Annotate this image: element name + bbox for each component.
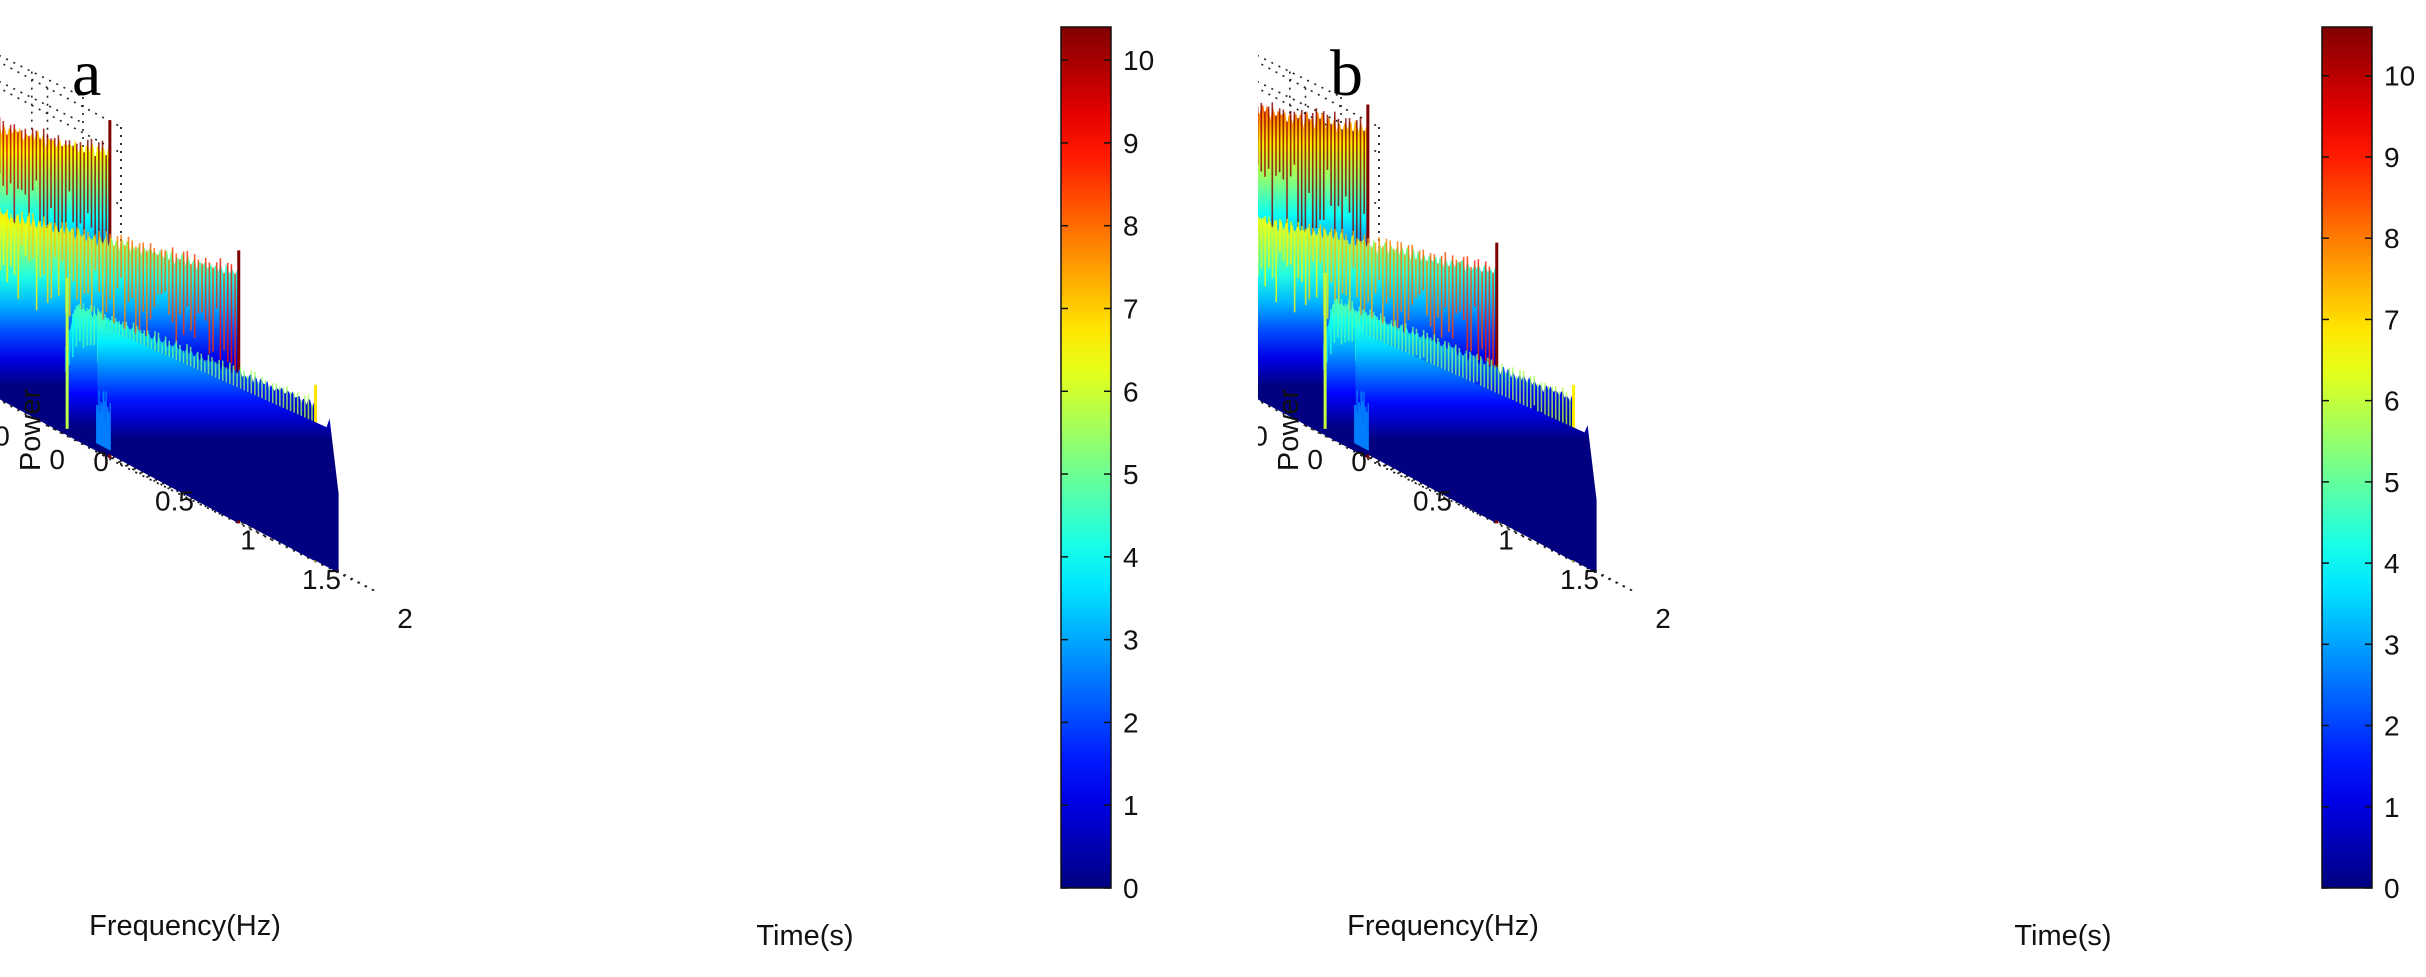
chart-panel-b: 024681012010020030040050000.511.52PowerF… [1258, 0, 2426, 977]
surface-plot-a: 024681012010020030040050000.511.52PowerF… [0, 26, 1154, 952]
panel-letter: a [72, 37, 101, 110]
colorbar-tick-label: 10 [2384, 61, 2415, 92]
colorbar-tick-label: 6 [1123, 376, 1139, 407]
colorbar-tick-label: 8 [1123, 211, 1139, 242]
time-tick-label: 1.5 [1560, 564, 1599, 595]
time-tick-label: 1 [240, 525, 256, 556]
time-tick-label: 0.5 [155, 485, 194, 516]
colorbar-gradient [1060, 26, 1112, 889]
frequency-tick-label: 0 [49, 444, 65, 475]
colorbar-tick-label: 7 [2384, 304, 2400, 335]
time-tick-label: 1.5 [302, 564, 341, 595]
colorbar: 0 1 2 3 4 5 6 7 8 9 10 [1060, 26, 1154, 904]
colorbar-gradient [2321, 26, 2373, 889]
time-axis-title: Time(s) [756, 920, 853, 952]
colorbar-tick-label: 10 [1123, 45, 1154, 76]
colorbar-tick-label: 4 [1123, 542, 1139, 573]
ridge-component-3 [1322, 272, 1597, 573]
panel-letter: b [1330, 37, 1363, 110]
time-axis-title: Time(s) [2014, 920, 2111, 952]
ridge-plateau [1355, 312, 1597, 573]
frequency-tick-label: 100 [0, 421, 10, 452]
colorbar-tick-label: 5 [2384, 467, 2400, 498]
colorbar-tick-label: 8 [2384, 223, 2400, 254]
colorbar-tick-label: 0 [2384, 873, 2400, 904]
time-tick-label: 0.5 [1413, 485, 1452, 516]
frequency-axis-title: Frequency(Hz) [89, 910, 281, 942]
frequency-tick-label: 100 [1258, 421, 1268, 452]
time-tick-label: 2 [397, 603, 413, 634]
ridge-plateau [97, 306, 339, 573]
surface-plot-b: 024681012010020030040050000.511.52PowerF… [1258, 26, 2415, 952]
frequency-axis-title: Frequency(Hz) [1347, 910, 1539, 942]
colorbar-tick-label: 9 [1123, 128, 1139, 159]
colorbar-tick-label: 1 [1123, 790, 1139, 821]
colorbar-tick-label: 7 [1123, 293, 1139, 324]
colorbar-tick-label: 2 [1123, 707, 1139, 738]
colorbar-tick-label: 0 [1123, 873, 1139, 904]
colorbar-tick-label: 3 [2384, 629, 2400, 660]
power-axis-title: Power [15, 389, 47, 472]
colorbar-tick-label: 1 [2384, 792, 2400, 823]
colorbar-tick-label: 4 [2384, 548, 2400, 579]
time-tick-label: 1 [1498, 525, 1514, 556]
time-tick-label: 0 [93, 446, 109, 477]
power-axis-title: Power [1273, 389, 1305, 472]
time-tick-label: 0 [1351, 446, 1367, 477]
colorbar-tick-label: 9 [2384, 142, 2400, 173]
time-tick-label: 2 [1655, 603, 1671, 634]
colorbar-tick-label: 5 [1123, 459, 1139, 490]
ridge-component-3 [64, 278, 339, 573]
colorbar: 0 1 2 3 4 5 6 7 8 9 10 [2321, 26, 2415, 904]
frequency-tick-label: 0 [1307, 444, 1323, 475]
chart-panel-a: 024681012010020030040050000.511.52PowerF… [0, 26, 1154, 952]
colorbar-tick-label: 3 [1123, 625, 1139, 656]
colorbar-tick-label: 2 [2384, 711, 2400, 742]
colorbar-tick-label: 6 [2384, 386, 2400, 417]
